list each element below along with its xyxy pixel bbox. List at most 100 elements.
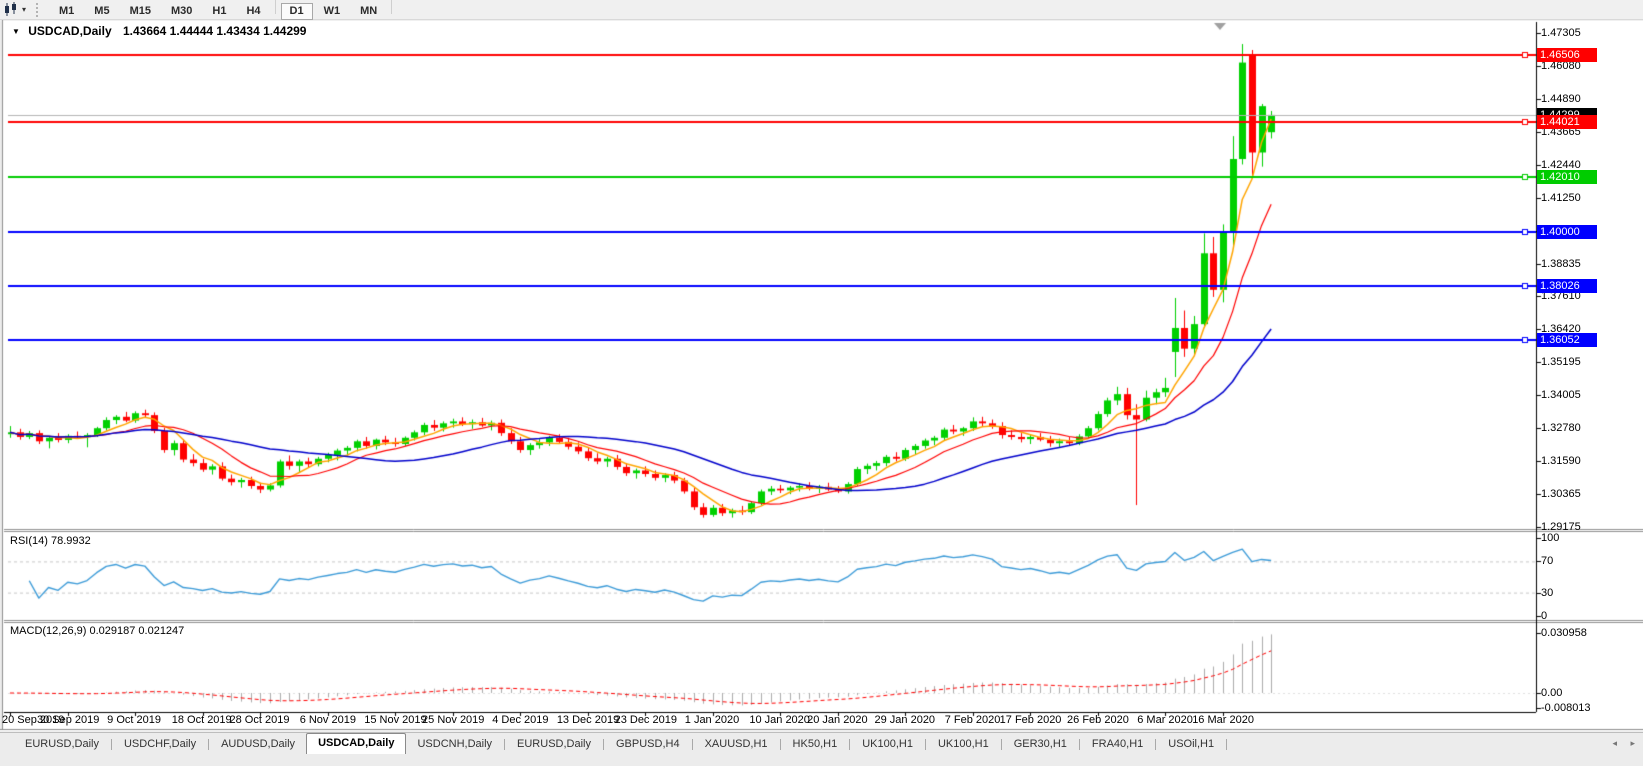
price-axis-tick: 1.47305 xyxy=(1541,27,1581,39)
rsi-axis-tick: 0 xyxy=(1541,610,1548,622)
price-axis-tick: 1.46080 xyxy=(1541,59,1581,72)
tab-usdcnh-daily[interactable]: USDCNH,Daily xyxy=(417,738,493,750)
date-axis-tick: 29 Jan 2020 xyxy=(874,714,936,726)
chart-tabs: EURUSD,Daily USDCHF,Daily AUDUSD,Daily USDC… xyxy=(14,733,1228,754)
tab-separator xyxy=(779,739,781,750)
timeframe-button-d1[interactable]: D1 xyxy=(280,2,313,20)
rsi-pane[interactable] xyxy=(4,532,1536,619)
timeframe-button-h4[interactable]: H4 xyxy=(246,4,261,17)
tab-separator xyxy=(208,739,210,750)
timeframe-button-m5[interactable]: M5 xyxy=(94,4,110,17)
date-axis-tick: 15 Nov 2019 xyxy=(364,714,427,726)
price-line-label[interactable]: 1.36052 xyxy=(1537,332,1597,347)
macd-axis-tick: 0.00 xyxy=(1541,687,1563,699)
macd-axis-tick: 0.030958 xyxy=(1541,627,1587,640)
price-axis-tick: 1.30365 xyxy=(1541,488,1581,501)
tab-separator xyxy=(1078,739,1080,750)
date-axis-tick: 7 Feb 2020 xyxy=(944,714,1001,726)
date-axis-tick: 16 Mar 2020 xyxy=(1192,714,1254,726)
tab-audusd-daily[interactable]: AUDUSD,Daily xyxy=(221,738,296,750)
date-axis-tick: 18 Oct 2019 xyxy=(171,714,232,726)
toolbar-separator xyxy=(391,0,393,14)
price-line-label[interactable]: 1.40000 xyxy=(1537,225,1597,240)
price-axis-tick: 1.31590 xyxy=(1541,455,1581,468)
date-axis-tick: 25 Nov 2019 xyxy=(422,714,485,726)
tab-separator xyxy=(110,739,112,750)
date-axis-tick: 13 Dec 2019 xyxy=(556,714,620,726)
price-axis-tick: 1.29175 xyxy=(1541,520,1581,533)
tab-usoil-h1[interactable]: USOil,H1 xyxy=(1168,738,1215,750)
date-axis-tick: 26 Feb 2020 xyxy=(1067,714,1129,726)
price-axis-tick: 1.44890 xyxy=(1541,92,1581,105)
rsi-axis-tick: 30 xyxy=(1541,586,1554,599)
tab-eurusd-daily[interactable]: EURUSD,Daily xyxy=(517,738,591,750)
chevron-down-icon[interactable]: ▾ xyxy=(22,5,27,14)
tab-separator xyxy=(1226,739,1228,750)
chart-title: ▼ USDCAD,Daily 1.43664 1.44444 1.43434 1… xyxy=(12,24,306,38)
date-axis-tick: 28 Oct 2019 xyxy=(229,714,290,726)
date-axis-tick: 17 Feb 2020 xyxy=(999,714,1062,726)
price-axis-tick: 1.37610 xyxy=(1541,290,1581,303)
macd-axis-tick: -0.008013 xyxy=(1541,702,1591,715)
macd-label: MACD(12,26,9) 0.029187 0.021247 xyxy=(10,625,185,637)
tab-separator xyxy=(504,739,506,750)
price-line-label[interactable]: 1.44021 xyxy=(1537,115,1597,130)
timeframe-button-m30[interactable]: M30 xyxy=(170,4,193,17)
tab-usdchf-daily[interactable]: USDCHF,Daily xyxy=(123,738,197,750)
tab-separator xyxy=(924,739,926,750)
date-axis-tick: 23 Dec 2019 xyxy=(614,714,677,726)
date-axis-tick: 10 Jan 2020 xyxy=(749,714,810,726)
tab-hk50-h1[interactable]: HK50,H1 xyxy=(792,738,838,750)
date-axis-tick: 20 Jan 2020 xyxy=(807,714,868,726)
tab-separator xyxy=(691,739,693,750)
date-axis-tick: 20 Sep 2019 xyxy=(2,714,65,726)
tab-gbpusd-h4[interactable]: GBPUSD,H4 xyxy=(616,738,680,750)
timeframe-button-mn[interactable]: MN xyxy=(360,4,378,17)
rsi-label: RSI(14) 78.9932 xyxy=(10,535,91,547)
tab-uk100-h1[interactable]: UK100,H1 xyxy=(937,738,989,750)
date-axis-tick: 30 Sep 2019 xyxy=(36,714,100,726)
macd-pane[interactable] xyxy=(4,623,1536,711)
price-axis-tick: 1.34005 xyxy=(1541,389,1581,402)
timeframe-button-m1[interactable]: M1 xyxy=(59,4,75,17)
tab-ger30-h1[interactable]: GER30,H1 xyxy=(1013,738,1067,750)
main-chart-pane[interactable] xyxy=(4,22,1536,528)
tab-separator xyxy=(1000,739,1002,750)
timeframe-button-m15[interactable]: M15 xyxy=(129,4,151,17)
chart-type-icon[interactable] xyxy=(3,2,21,17)
rsi-axis-tick: 100 xyxy=(1541,532,1560,544)
price-line-label[interactable]: 1.38026 xyxy=(1537,278,1597,293)
tab-separator xyxy=(603,739,604,750)
date-axis-tick: 6 Nov 2019 xyxy=(299,714,356,726)
price-axis-tick: 1.32780 xyxy=(1541,422,1581,435)
tab-scroll-left-icon[interactable]: ◂ xyxy=(1612,738,1617,748)
chart-tab-bar: EURUSD,Daily USDCHF,Daily AUDUSD,Daily USDC… xyxy=(0,732,1643,754)
price-line-label[interactable]: 1.42010 xyxy=(1537,170,1597,185)
price-axis-tick: 1.42440 xyxy=(1541,158,1581,171)
date-axis-tick: 1 Jan 2020 xyxy=(684,714,740,726)
date-axis-tick: 9 Oct 2019 xyxy=(107,714,161,726)
symbol-title: USDCAD,Daily xyxy=(28,24,112,38)
tab-fra40-h1[interactable]: FRA40,H1 xyxy=(1091,738,1144,750)
price-axis-tick: 1.41250 xyxy=(1541,191,1581,204)
toolbar-drag-handle[interactable] xyxy=(36,2,41,17)
tab-eurusd-daily[interactable]: EURUSD,Daily xyxy=(25,738,99,750)
timeframe-button-w1[interactable]: W1 xyxy=(323,4,341,17)
timeframe-toolbar: M1 M5 M15 M30 H1 H4 D1 W1 MN xyxy=(49,0,396,20)
price-line-label[interactable]: 1.46506 xyxy=(1537,47,1597,62)
tab-usdcad-daily[interactable]: USDCAD,Daily xyxy=(306,733,407,754)
tab-xauusd-h1[interactable]: XAUUSD,H1 xyxy=(704,738,768,750)
symbol-collapse-icon[interactable]: ▼ xyxy=(12,27,20,36)
tab-separator xyxy=(1155,739,1157,750)
top-toolbar: ▾ M1 M5 M15 M30 H1 H4 D1 W1 MN xyxy=(0,0,1643,20)
price-axis-tick: 1.38835 xyxy=(1541,257,1581,270)
price-axis-tick: 1.36420 xyxy=(1541,323,1581,336)
price-axis-tick: 1.35195 xyxy=(1541,356,1581,369)
timeframe-button-h1[interactable]: H1 xyxy=(212,4,227,17)
tab-uk100-h1[interactable]: UK100,H1 xyxy=(862,738,913,750)
ohlc-values: 1.43664 1.44444 1.43434 1.44299 xyxy=(122,24,307,38)
tab-scroll-right-icon[interactable]: ▸ xyxy=(1630,738,1635,748)
date-axis-tick: 4 Dec 2019 xyxy=(492,714,549,726)
rsi-axis-tick: 70 xyxy=(1541,555,1554,568)
